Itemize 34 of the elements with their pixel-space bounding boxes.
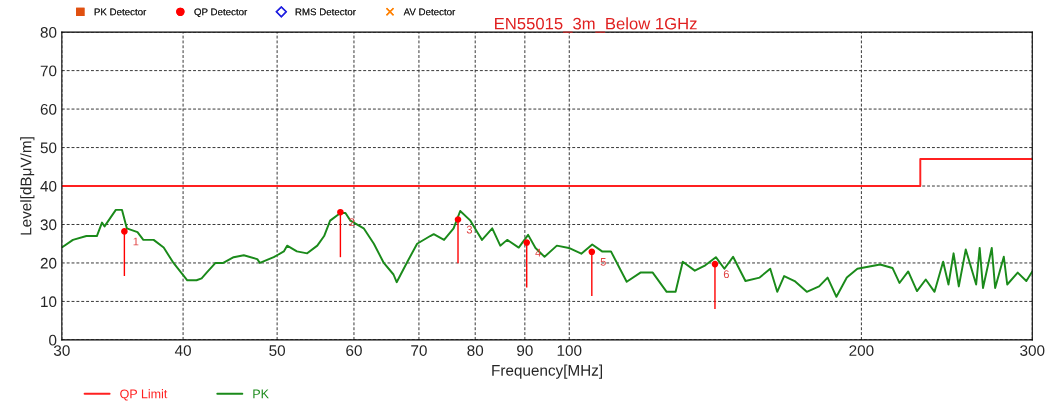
y-tick-label: 80: [40, 27, 57, 38]
legend-label: PK: [253, 389, 269, 399]
y-tick-label: 70: [40, 65, 57, 77]
legend-label: QP Limit: [120, 389, 168, 401]
x-tick-label: 80: [467, 345, 484, 356]
x-tick-label: 100: [557, 345, 582, 356]
y-tick-label: 60: [40, 103, 57, 115]
x-axis-title: Frequency[MHz]: [492, 364, 603, 379]
legend-label: RMS Detector: [295, 8, 356, 16]
annotation: 1: [133, 237, 139, 246]
x-tick-label: 70: [411, 345, 427, 356]
x-tick-label: 40: [174, 345, 191, 356]
legend-label: QP Detector: [194, 8, 248, 18]
x-tick-label: 60: [346, 345, 362, 356]
x-tick-label: 200: [849, 345, 874, 356]
y-tick-label: 10: [41, 296, 57, 308]
x-tick-label: 30: [53, 345, 70, 356]
y-tick-label: 0: [49, 334, 57, 346]
annotation: 3: [466, 225, 473, 234]
x-tick-label: 90: [517, 345, 533, 356]
legend-label: AV Detector: [403, 8, 456, 16]
y-axis-title: Level[dBμV/m]: [20, 137, 35, 235]
x-tick-label: 50: [269, 345, 286, 356]
annotation: 5: [600, 258, 606, 266]
x-tick-label: 300: [1020, 345, 1045, 356]
y-tick-label: 20: [40, 257, 57, 269]
y-tick-label: 40: [40, 180, 57, 192]
y-tick-label: 50: [40, 142, 57, 154]
y-tick-label: 30: [40, 219, 57, 231]
annotation: 6: [723, 270, 729, 279]
legend-label: PK Detector: [94, 8, 147, 16]
annotation: 4: [535, 248, 541, 257]
annotation: 2: [349, 218, 355, 227]
chart-title: EN55015_3m_Below 1GHz: [495, 17, 697, 33]
